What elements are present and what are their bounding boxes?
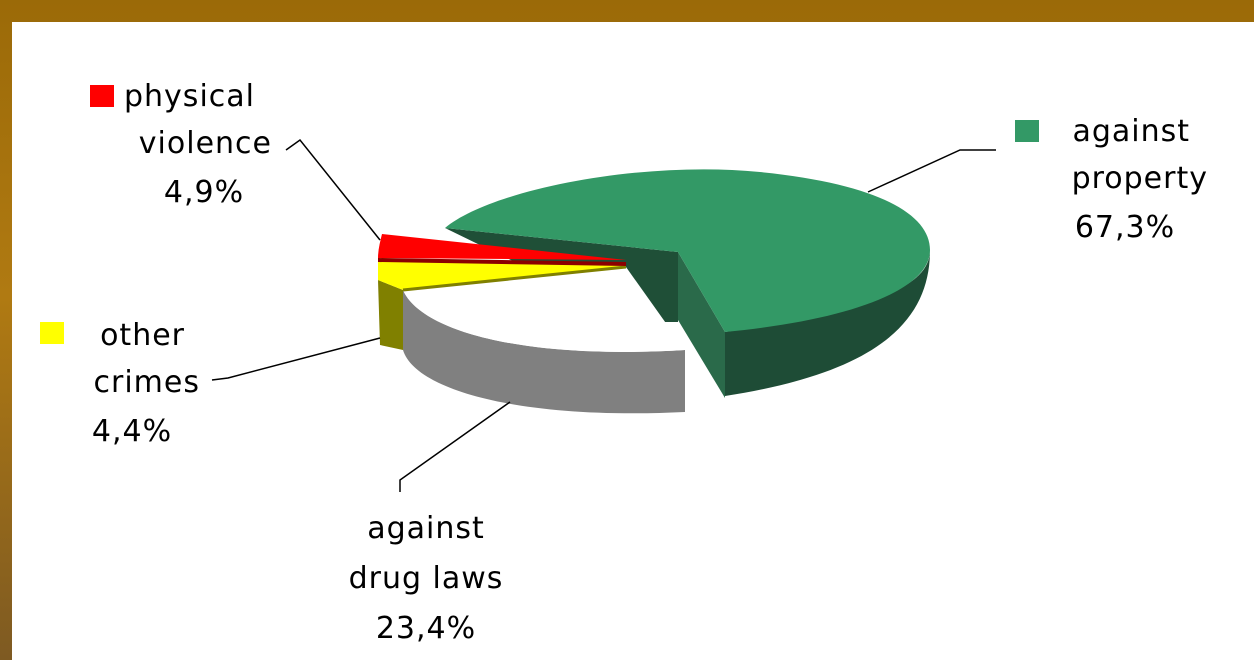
slice-drugs-side — [403, 290, 685, 414]
slice-violence-top — [378, 234, 626, 260]
slice-other-side — [378, 280, 403, 350]
slice-property-side — [725, 250, 930, 396]
label-other-line1: other — [100, 318, 185, 353]
label-violence-line1: physical — [124, 79, 255, 114]
legend-marker-other — [40, 322, 64, 344]
label-property-line1: against — [1072, 114, 1190, 149]
slice-other-edge — [402, 265, 627, 292]
slice-property-front-wall — [678, 252, 725, 398]
leader-property — [867, 149, 996, 193]
slice-drugs-top — [403, 267, 685, 352]
label-other-line2: crimes — [94, 365, 200, 400]
leader-other — [211, 337, 381, 381]
legend-marker-violence — [90, 85, 114, 107]
slice-violence-side — [378, 258, 626, 266]
label-property-value: 67,3% — [1075, 210, 1175, 245]
leader-drugs — [399, 401, 511, 492]
slice-property-top — [445, 169, 930, 332]
label-other-value: 4,4% — [92, 414, 172, 449]
slice-drugs — [403, 267, 685, 414]
label-drugs-line1: against — [367, 511, 485, 546]
label-drugs-value: 23,4% — [376, 611, 476, 646]
label-violence-line2: violence — [139, 126, 272, 161]
label-drugs-line2: drug laws — [349, 561, 504, 596]
slice-violence — [378, 234, 626, 266]
label-property-line2: property — [1072, 161, 1208, 196]
slice-other-top — [378, 258, 626, 290]
label-violence-value: 4,9% — [164, 175, 244, 210]
legend-marker-property — [1015, 120, 1039, 142]
slice-other — [378, 258, 627, 350]
leader-violence — [285, 138, 381, 241]
